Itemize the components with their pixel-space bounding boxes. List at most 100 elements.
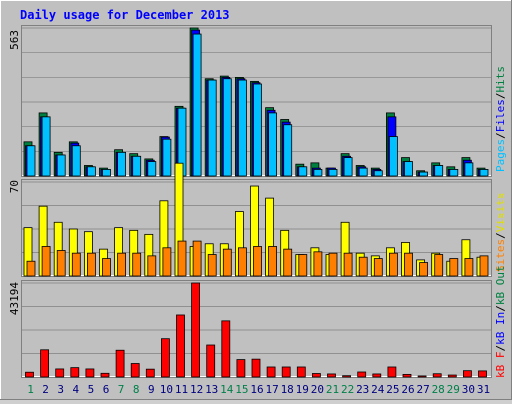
bar-sites-day-7 xyxy=(117,252,126,277)
kbytes-ymax-label: 43194 xyxy=(8,282,21,315)
bar-sites-day-12-fill xyxy=(192,240,202,277)
legend-pages: Pages xyxy=(494,139,507,172)
bar-pages-day-7 xyxy=(117,151,126,177)
legend-kbout: kB Out xyxy=(494,265,507,305)
bar-kbf-day-17-fill xyxy=(266,366,276,378)
bar-sites-day-19 xyxy=(298,254,308,277)
bar-sites-day-28 xyxy=(434,254,444,277)
bar-pages-day-3 xyxy=(56,154,66,177)
bar-sites-day-21 xyxy=(328,252,338,277)
legend-sep: / xyxy=(494,93,507,100)
bar-sites-day-18 xyxy=(283,248,293,277)
bar-sites-day-8 xyxy=(132,252,142,277)
bar-kbf-day-28-fill xyxy=(432,373,442,378)
bar-kbf-day-13-fill xyxy=(206,344,216,378)
bar-kbf-day-19-fill xyxy=(296,366,306,378)
legend-sites: Sites xyxy=(494,239,507,272)
bar-kbf-day-2-fill xyxy=(40,349,49,378)
legend-sep: / xyxy=(494,305,507,312)
bar-sites-day-7-fill xyxy=(117,252,126,277)
bar-kbf-day-31 xyxy=(478,370,487,378)
bar-kbf-day-8 xyxy=(130,363,140,378)
bar-pages-day-5 xyxy=(87,166,96,177)
bar-sites-day-17 xyxy=(268,246,278,277)
bar-kbf-day-5-fill xyxy=(85,368,95,378)
bar-kbf-day-11-fill xyxy=(176,314,185,378)
bar-pages-day-20-fill xyxy=(313,169,323,177)
bar-kbf-day-20 xyxy=(311,373,321,378)
bar-sites-day-15-fill xyxy=(237,247,247,277)
day-label-14: 14 xyxy=(220,383,234,396)
bar-sites-day-20-fill xyxy=(313,251,323,277)
bar-sites-day-20 xyxy=(313,251,323,277)
legend-mid: Sites/Visits xyxy=(494,193,507,273)
bar-sites-day-16 xyxy=(253,246,262,277)
bar-sites-day-15 xyxy=(237,247,247,277)
bar-sites-day-21-fill xyxy=(328,252,338,277)
day-label-18: 18 xyxy=(281,383,294,396)
bar-pages-day-22-fill xyxy=(343,157,353,177)
day-label-15: 15 xyxy=(235,383,248,396)
bar-sites-day-6-fill xyxy=(102,258,111,277)
bar-kbf-day-7-fill xyxy=(115,349,125,378)
legend-files: Files xyxy=(494,99,507,132)
bar-pages-day-28 xyxy=(434,165,444,177)
day-label-30: 30 xyxy=(462,383,475,396)
bar-pages-day-27 xyxy=(419,171,429,177)
bar-kbf-day-5 xyxy=(85,368,95,378)
bar-sites-day-10-fill xyxy=(162,247,172,277)
bar-kbf-day-1-fill xyxy=(25,371,34,378)
bar-pages-day-9-fill xyxy=(147,161,157,177)
bar-pages-day-27-fill xyxy=(419,171,429,177)
bar-pages-day-4 xyxy=(71,145,81,177)
bar-kbf-day-28 xyxy=(432,373,442,378)
day-label-21: 21 xyxy=(326,383,339,396)
bar-pages-day-19 xyxy=(298,166,308,177)
bar-pages-day-12-fill xyxy=(192,33,202,177)
bar-sites-day-27 xyxy=(419,262,429,277)
day-labels: 1 2 3 4 5 6 7 8 9 10 11 12 13 14 15 16 17 18 19 20 21 22 23 24 2… xyxy=(27,383,490,396)
bar-pages-day-4-fill xyxy=(71,145,81,177)
day-label-16: 16 xyxy=(250,383,263,396)
bar-pages-day-24-fill xyxy=(373,170,383,177)
bar-sites-day-28-fill xyxy=(434,254,444,277)
bar-sites-day-30-fill xyxy=(464,258,474,277)
day-label-3: 3 xyxy=(57,383,64,396)
legend-sep: / xyxy=(494,132,507,139)
bar-sites-day-18-fill xyxy=(283,248,293,277)
bar-pages-day-13 xyxy=(207,79,217,177)
bar-pages-day-28-fill xyxy=(434,165,444,177)
day-label-29: 29 xyxy=(447,383,460,396)
bars xyxy=(23,27,489,378)
bar-sites-day-3 xyxy=(56,250,66,277)
bar-kbf-day-12-fill xyxy=(191,282,201,378)
bar-pages-day-9 xyxy=(147,161,157,177)
legend-sep: / xyxy=(494,345,507,352)
bar-sites-day-5 xyxy=(87,252,96,277)
bar-kbf-day-8-fill xyxy=(130,363,140,378)
bar-kbf-day-26 xyxy=(402,373,412,378)
bar-pages-day-15 xyxy=(237,79,247,177)
bar-kbf-day-19 xyxy=(296,366,306,378)
bar-sites-day-9 xyxy=(147,255,157,277)
bar-sites-day-23 xyxy=(358,256,368,277)
day-label-9: 9 xyxy=(148,383,155,396)
legend-kbin: kB In xyxy=(494,312,507,345)
bar-sites-day-4-fill xyxy=(71,252,81,277)
bar-kbf-day-27-fill xyxy=(417,375,427,378)
bar-kbf-day-21 xyxy=(327,373,336,378)
bar-pages-day-25-fill xyxy=(388,136,398,177)
bar-pages-day-14-fill xyxy=(222,78,232,177)
bar-kbf-day-1 xyxy=(25,371,34,378)
bar-kbf-day-4-fill xyxy=(70,367,80,378)
bar-kbf-day-9 xyxy=(145,368,155,378)
bar-pages-day-8-fill xyxy=(132,155,142,177)
day-label-12: 12 xyxy=(190,383,203,396)
bar-kbf-day-10-fill xyxy=(160,338,170,378)
bar-kbf-day-14-fill xyxy=(221,320,231,378)
bar-kbf-day-31-fill xyxy=(478,370,487,378)
day-label-5: 5 xyxy=(88,383,95,396)
day-label-10: 10 xyxy=(160,383,173,396)
hits-ymax-label: 563 xyxy=(8,30,21,50)
day-label-6: 6 xyxy=(103,383,110,396)
